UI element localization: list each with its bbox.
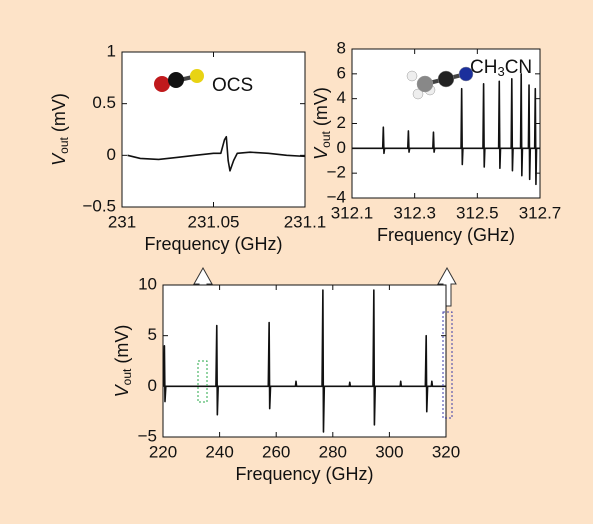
x-tick-label: 231.1 [284, 212, 327, 231]
y-axis-unit: (mV) [112, 325, 132, 369]
x-tick-label: 260 [262, 442, 290, 461]
y-tick-label: −4 [327, 187, 346, 206]
y-axis-symbol: V [112, 383, 132, 397]
y-axis-label: Vout (mV) [311, 87, 333, 160]
x-tick-label: 300 [375, 442, 403, 461]
y-tick-label: 0 [107, 145, 116, 164]
molecule-label-sub: 3 [497, 64, 504, 79]
y-tick-label: 4 [337, 88, 346, 107]
y-tick-label: 0 [148, 376, 157, 395]
atom [168, 72, 184, 88]
plot-frame [162, 284, 447, 438]
selection-box [442, 311, 453, 419]
y-axis-subscript: out [57, 136, 71, 153]
x-tick-label: 320 [432, 442, 460, 461]
y-tick-label: 2 [337, 113, 346, 132]
y-tick-label: −0.5 [82, 196, 116, 215]
molecule-label-part: CH [470, 57, 497, 78]
x-tick-label: 220 [149, 442, 177, 461]
y-tick-label: 0.5 [92, 93, 116, 112]
atom [190, 69, 204, 83]
y-axis-subscript: out [120, 368, 134, 385]
y-tick-label: 10 [138, 274, 157, 293]
x-tick-label: 312.5 [456, 203, 499, 222]
plot-frame [121, 51, 306, 208]
x-tick-label: 280 [319, 442, 347, 461]
x-tick-label: 240 [205, 442, 233, 461]
y-tick-label: 5 [148, 325, 157, 344]
y-tick-label: 8 [337, 38, 346, 57]
y-tick-label: 0 [337, 138, 346, 157]
atom [406, 70, 418, 82]
plot-area [163, 285, 446, 437]
x-axis-label: Frequency (GHz) [377, 225, 515, 245]
x-axis-label: Frequency (GHz) [144, 234, 282, 254]
molecule-label: OCS [212, 75, 253, 96]
plot-area [122, 52, 305, 207]
y-tick-label: 1 [107, 41, 116, 60]
atom [416, 75, 434, 93]
y-tick-label: −5 [138, 426, 157, 445]
selection-box [197, 360, 208, 403]
plot-frame [351, 48, 541, 199]
x-tick-label: 312.3 [393, 203, 436, 222]
y-axis-label: Vout (mV) [49, 93, 71, 166]
x-tick-label: 231.05 [188, 212, 240, 231]
y-axis-unit: (mV) [49, 93, 69, 137]
molecule-label-part: CN [505, 57, 532, 78]
spectrum-line [163, 289, 446, 433]
x-tick-label: 312.1 [331, 203, 374, 222]
y-axis-symbol: V [49, 152, 69, 166]
y-axis-symbol: V [311, 146, 331, 160]
atom [412, 88, 424, 100]
spectrum-line [352, 73, 540, 186]
x-tick-label: 312.7 [519, 203, 562, 222]
y-axis-unit: (mV) [311, 87, 331, 131]
y-tick-label: −2 [327, 163, 346, 182]
atom [458, 66, 474, 82]
x-axis-label: Frequency (GHz) [235, 464, 373, 484]
x-tick-label: 231 [108, 212, 136, 231]
atom [154, 76, 170, 92]
molecule-label: CH3CN [470, 57, 532, 79]
y-tick-label: 6 [337, 63, 346, 82]
atom [437, 70, 455, 88]
spectrum-line [127, 135, 306, 172]
arrow [437, 266, 457, 307]
y-axis-label: Vout (mV) [112, 325, 134, 398]
y-axis-subscript: out [319, 130, 333, 147]
